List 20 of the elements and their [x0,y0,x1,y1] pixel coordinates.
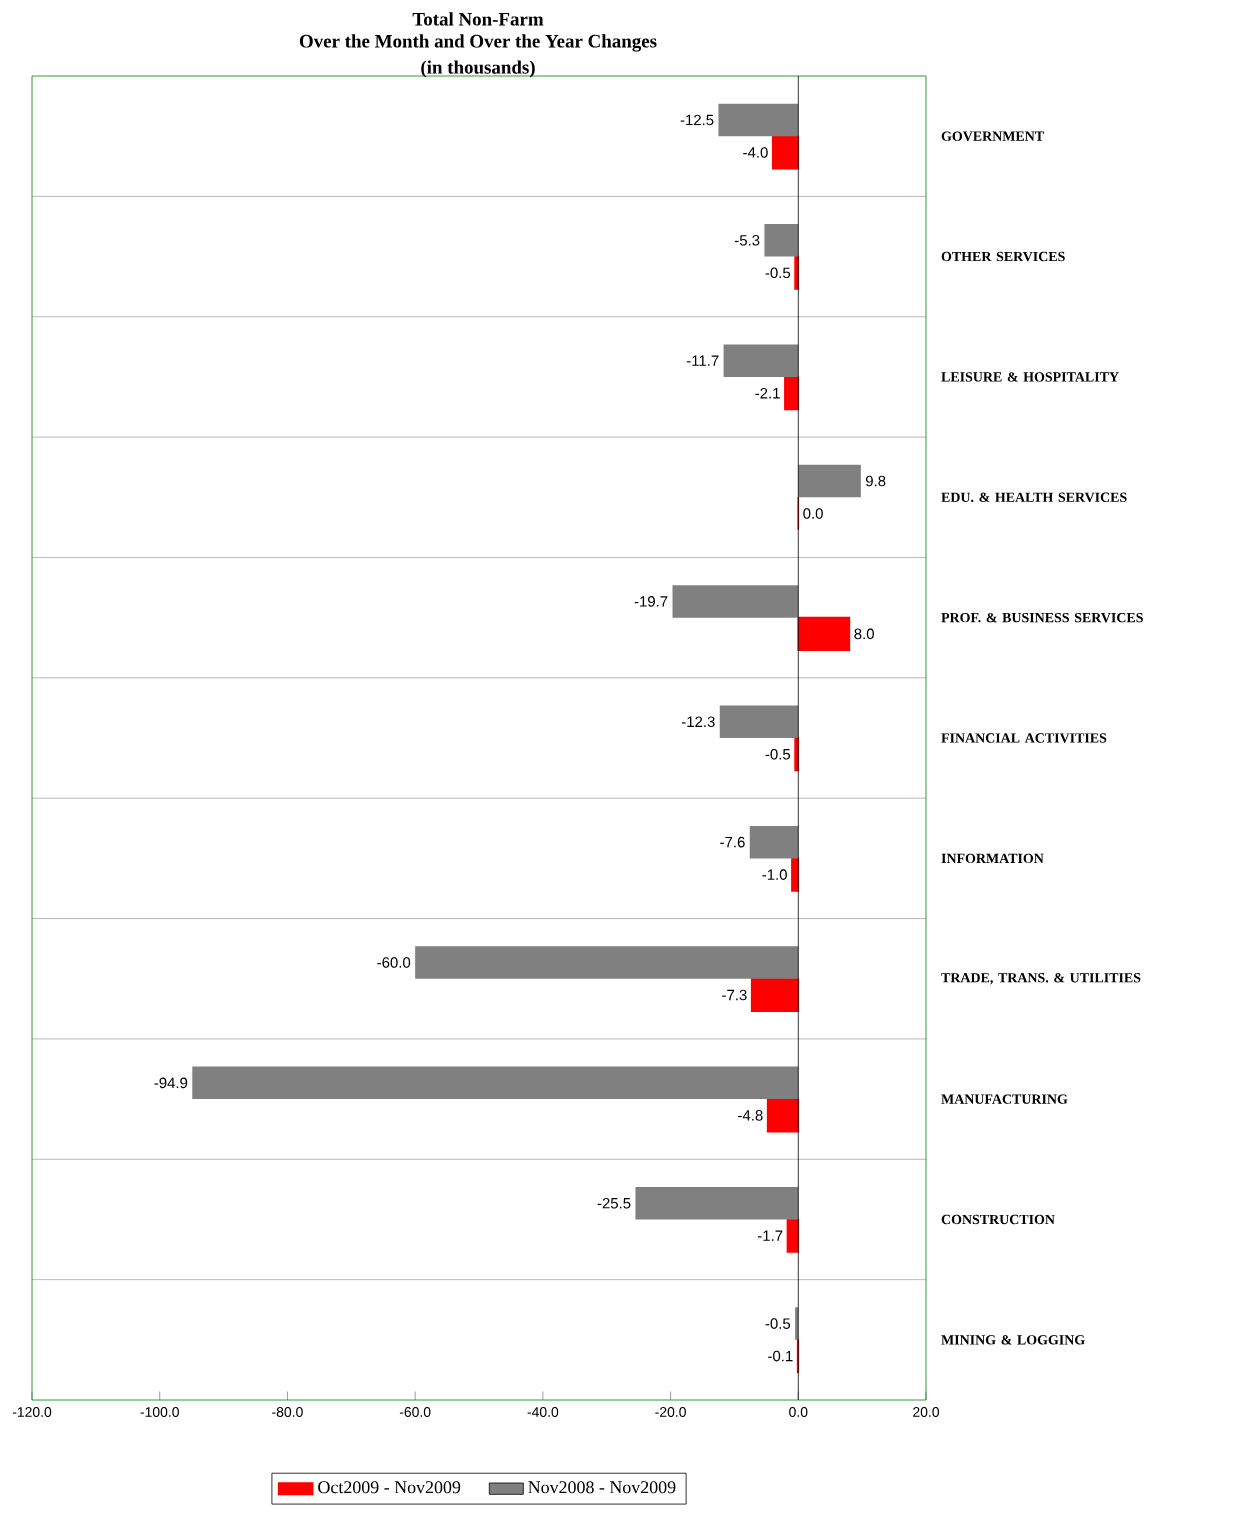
bar [764,224,799,257]
bar [750,977,800,1013]
chart-title: Total Non-Farm [412,12,544,26]
bar [771,135,800,170]
bar [798,464,861,498]
legend-label: Nov2008 - Nov2009 [528,1481,676,1494]
bar [635,1186,799,1220]
bar [415,946,799,979]
bar [784,376,800,411]
bar [749,825,799,859]
bar [719,705,799,739]
bar [766,1098,800,1133]
bar [672,585,799,618]
bar [718,103,799,137]
bar [192,1066,799,1100]
bar [723,344,799,377]
legend-label: Oct2009 - Nov2009 [318,1481,461,1494]
annotation: (in thousands) [421,60,535,78]
chart-subtitle: Over the Month and Over the Year Changes [299,34,657,52]
bar [797,616,851,651]
